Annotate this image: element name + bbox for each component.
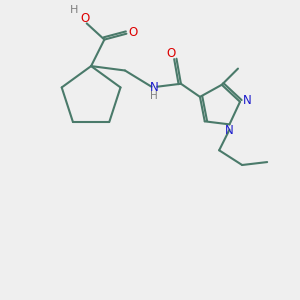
Text: N: N [149, 81, 158, 94]
Text: N: N [225, 124, 234, 137]
Text: O: O [81, 12, 90, 25]
Text: O: O [166, 47, 175, 60]
Text: N: N [243, 94, 252, 107]
Text: H: H [70, 5, 79, 15]
Text: H: H [150, 91, 158, 101]
Text: O: O [128, 26, 137, 39]
